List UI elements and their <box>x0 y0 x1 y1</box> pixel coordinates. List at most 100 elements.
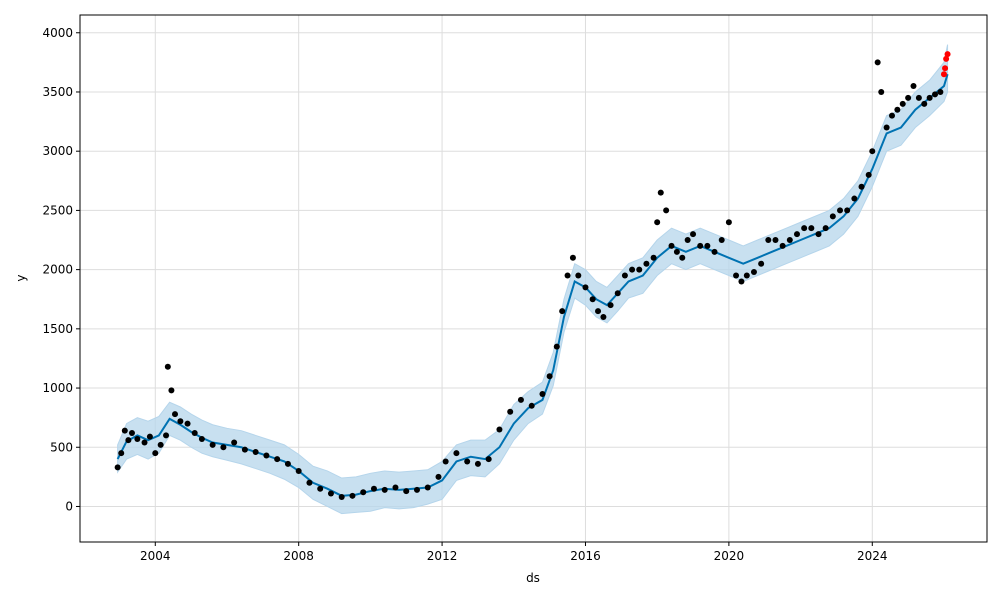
x-tick-label: 2024 <box>857 549 888 563</box>
observed-point <box>894 106 901 113</box>
y-tick-label: 1500 <box>42 322 73 336</box>
observed-point <box>231 439 238 446</box>
recent-point <box>940 71 947 78</box>
observed-point <box>614 290 621 297</box>
observed-point <box>673 248 680 255</box>
observed-point <box>403 488 410 495</box>
observed-point <box>878 88 885 95</box>
observed-point <box>163 432 170 439</box>
observed-point <box>392 484 399 491</box>
observed-point <box>220 444 227 451</box>
observed-point <box>327 490 334 497</box>
recent-point <box>944 51 951 58</box>
x-tick-label: 2020 <box>714 549 745 563</box>
observed-point <box>684 237 691 244</box>
observed-point <box>758 260 765 267</box>
observed-point <box>370 485 377 492</box>
observed-point <box>338 493 345 500</box>
observed-point <box>528 402 535 409</box>
recent-points <box>940 51 951 78</box>
grid <box>80 15 987 542</box>
observed-point <box>274 456 281 463</box>
x-tick-label: 2004 <box>140 549 171 563</box>
observed-point <box>690 231 697 238</box>
observed-point <box>905 94 912 101</box>
y-tick-label: 1000 <box>42 381 73 395</box>
observed-point <box>306 479 313 486</box>
observed-point <box>600 313 607 320</box>
observed-point <box>539 390 546 397</box>
observed-point <box>381 486 388 493</box>
observed-point <box>317 485 324 492</box>
y-tick-label: 3500 <box>42 85 73 99</box>
observed-point <box>858 183 865 190</box>
observed-point <box>595 308 602 315</box>
observed-point <box>869 148 876 155</box>
uncertainty-band <box>117 44 949 515</box>
observed-point <box>241 446 248 453</box>
observed-point <box>198 435 205 442</box>
observed-point <box>424 484 431 491</box>
observed-point <box>474 460 481 467</box>
observed-point <box>786 237 793 244</box>
observed-point <box>910 83 917 90</box>
observed-point <box>157 441 164 448</box>
y-tick-label: 3000 <box>42 144 73 158</box>
observed-point <box>349 492 356 499</box>
observed-point <box>808 225 815 232</box>
observed-point <box>932 91 939 98</box>
observed-point <box>442 458 449 465</box>
observed-point <box>177 418 184 425</box>
observed-points <box>114 59 944 500</box>
observed-point <box>874 59 881 66</box>
plot-area <box>80 15 987 542</box>
observed-point <box>453 450 460 457</box>
y-tick-label: 0 <box>65 499 73 513</box>
x-axis-label: ds <box>526 571 540 585</box>
observed-point <box>134 435 141 442</box>
y-axis: 0 500 1000 1500 2000 2500 3000 3500 4000 <box>42 26 80 513</box>
x-tick-label: 2016 <box>570 549 601 563</box>
observed-point <box>464 458 471 465</box>
observed-point <box>793 231 800 238</box>
observed-point <box>413 486 420 493</box>
observed-point <box>146 433 153 440</box>
observed-point <box>114 464 121 471</box>
observed-point <box>517 396 524 403</box>
observed-point <box>546 373 553 380</box>
observed-point <box>921 100 928 107</box>
observed-point <box>738 278 745 285</box>
observed-point <box>926 94 933 101</box>
y-tick-label: 4000 <box>42 26 73 40</box>
observed-point <box>801 225 808 232</box>
observed-point <box>128 430 135 437</box>
observed-point <box>485 456 492 463</box>
x-tick-label: 2012 <box>427 549 458 563</box>
observed-point <box>607 302 614 309</box>
observed-point <box>657 189 664 196</box>
observed-point <box>654 219 661 226</box>
observed-point <box>435 473 442 480</box>
observed-point <box>883 124 890 131</box>
y-tick-label: 2000 <box>42 263 73 277</box>
observed-point <box>263 452 270 459</box>
observed-point <box>553 343 560 350</box>
observed-point <box>663 207 670 214</box>
observed-point <box>295 467 302 474</box>
observed-point <box>711 248 718 255</box>
observed-point <box>589 296 596 303</box>
observed-point <box>704 242 711 249</box>
observed-point <box>118 450 125 457</box>
observed-point <box>822 225 829 232</box>
observed-point <box>888 112 895 119</box>
observed-point <box>507 408 514 415</box>
observed-point <box>575 272 582 279</box>
observed-point <box>765 237 772 244</box>
observed-point <box>168 387 175 394</box>
observed-point <box>837 207 844 214</box>
forecast-line <box>116 73 949 497</box>
observed-point <box>725 219 732 226</box>
observed-point <box>172 411 179 418</box>
